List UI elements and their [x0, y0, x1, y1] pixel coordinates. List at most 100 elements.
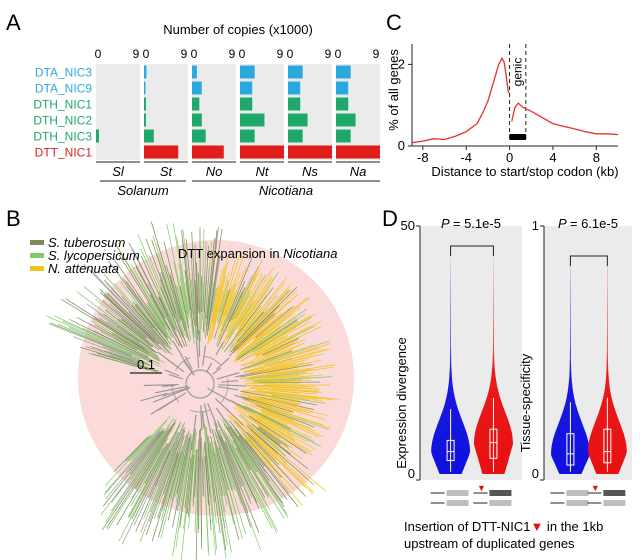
- a-bar: [336, 97, 349, 111]
- tree-leaf-branch: [210, 275, 227, 337]
- a-bar: [192, 145, 224, 159]
- d-violin: [551, 250, 590, 474]
- a-bar: [240, 97, 253, 111]
- tree-leaf-branch: [212, 261, 229, 327]
- tree-leaf-branch: [227, 414, 295, 491]
- tree-leaf-branch: [210, 441, 226, 513]
- tree-leaf-branch: [174, 455, 185, 498]
- tree-leaf-branch: [264, 395, 299, 403]
- tree-leaf-branch: [215, 450, 235, 525]
- tree-leaf-branch: [204, 455, 209, 505]
- d-box: [603, 428, 612, 464]
- tree-internal-branch: [143, 383, 179, 387]
- tree-leaf-branch: [131, 421, 182, 519]
- a-bar: [288, 129, 303, 143]
- tree-leaf-branch: [243, 355, 314, 374]
- tree-leaf-branch: [201, 228, 205, 330]
- a-row-label: DTA_NIC9: [35, 82, 92, 96]
- tree-leaf-branch: [232, 431, 285, 508]
- tree-leaf-branch: [219, 287, 244, 341]
- tree-leaf-branch: [86, 303, 147, 347]
- tree-leaf-branch: [248, 428, 287, 464]
- tree-leaf-branch: [148, 254, 176, 323]
- tree-leaf-branch: [241, 335, 289, 362]
- c-x-tick-label: 0: [506, 150, 513, 165]
- tree-leaf-branch: [253, 320, 322, 357]
- tree-leaf-branch: [166, 224, 192, 340]
- a-bar: [288, 65, 303, 79]
- tree-leaf-branch: [160, 435, 188, 539]
- tree-leaf-branch: [178, 264, 189, 315]
- tree-leaf-branch: [253, 296, 309, 342]
- tree-leaf-branch: [207, 269, 223, 344]
- tree-leaf-branch: [158, 296, 169, 317]
- tree-leaf-branch: [214, 431, 234, 490]
- tree-internal-branch: [218, 384, 247, 387]
- tree-leaf-branch: [156, 253, 181, 323]
- tree-leaf-branch: [210, 444, 228, 546]
- tree-leaf-branch: [104, 350, 134, 362]
- tree-internal-branch: [216, 372, 240, 380]
- tree-internal-branch: [200, 405, 203, 431]
- tree-leaf-branch: [50, 322, 132, 357]
- a-species-label: St: [160, 164, 174, 179]
- tree-leaf-branch: [218, 272, 230, 313]
- tree-leaf-branch: [203, 425, 218, 550]
- tree-leaf-branch: [265, 372, 314, 379]
- tree-leaf-branch: [147, 302, 169, 335]
- tree-leaf-branch: [261, 408, 316, 432]
- tree-leaf-branch: [132, 259, 166, 319]
- tree-leaf-branch: [216, 280, 229, 322]
- tree-leaf-branch: [207, 437, 227, 559]
- tree-leaf-branch: [246, 407, 315, 443]
- tree-leaf-branch: [264, 384, 331, 386]
- tree-leaf-branch: [227, 281, 246, 322]
- tree-leaf-branch: [265, 342, 296, 356]
- tree-leaf-branch: [252, 380, 302, 383]
- a-tick-zero: 0: [335, 47, 342, 61]
- tree-leaf-branch: [140, 255, 176, 330]
- tree-leaf-branch: [94, 324, 160, 362]
- tree-leaf-branch: [249, 372, 307, 380]
- tree-leaf-branch: [186, 428, 196, 515]
- a-tick-zero: 0: [191, 47, 198, 61]
- tree-leaf-branch: [105, 309, 152, 347]
- tree-leaf-branch: [200, 428, 202, 538]
- tree-leaf-branch: [220, 276, 264, 349]
- tree-leaf-branch: [106, 321, 153, 353]
- tree-leaf-branch: [225, 291, 236, 316]
- tree-leaf-branch: [238, 410, 294, 449]
- tree-leaf-branch: [107, 260, 172, 346]
- a-bar: [144, 113, 146, 127]
- tree-internal-branch: [202, 345, 207, 366]
- tree-leaf-branch: [237, 305, 262, 337]
- tree-leaf-branch: [57, 323, 141, 360]
- tree-leaf-branch: [240, 306, 301, 353]
- tree-leaf-branch: [146, 304, 173, 343]
- tree-leaf-branch: [102, 300, 147, 339]
- tree-leaf-branch: [234, 420, 307, 497]
- tree-leaf-branch: [111, 430, 166, 503]
- tree-leaf-branch: [104, 415, 171, 486]
- tree-leaf-branch: [160, 445, 183, 522]
- tree-leaf-branch: [104, 279, 166, 347]
- a-tick-zero: 0: [287, 47, 294, 61]
- d-gene-block: [603, 490, 626, 496]
- tree-leaf-branch: [179, 276, 189, 323]
- tree-leaf-branch: [134, 305, 154, 328]
- tree-leaf-branch: [103, 313, 158, 354]
- tree-leaf-branch: [125, 431, 161, 473]
- tree-internal-branch: [161, 384, 176, 387]
- tree-leaf-branch: [211, 428, 229, 491]
- tree-leaf-branch: [254, 344, 326, 368]
- a-bar: [192, 113, 202, 127]
- tree-leaf-branch: [229, 310, 261, 348]
- insertion-marker-icon: ▼: [530, 519, 543, 534]
- tree-leaf-branch: [235, 325, 282, 359]
- panel-d-caption-line2: upstream of duplicated genes: [404, 536, 575, 551]
- tree-leaf-branch: [127, 447, 167, 518]
- panel-a-title: Number of copies (x1000): [163, 22, 313, 37]
- a-bar: [192, 129, 206, 143]
- tree-leaf-branch: [68, 326, 132, 355]
